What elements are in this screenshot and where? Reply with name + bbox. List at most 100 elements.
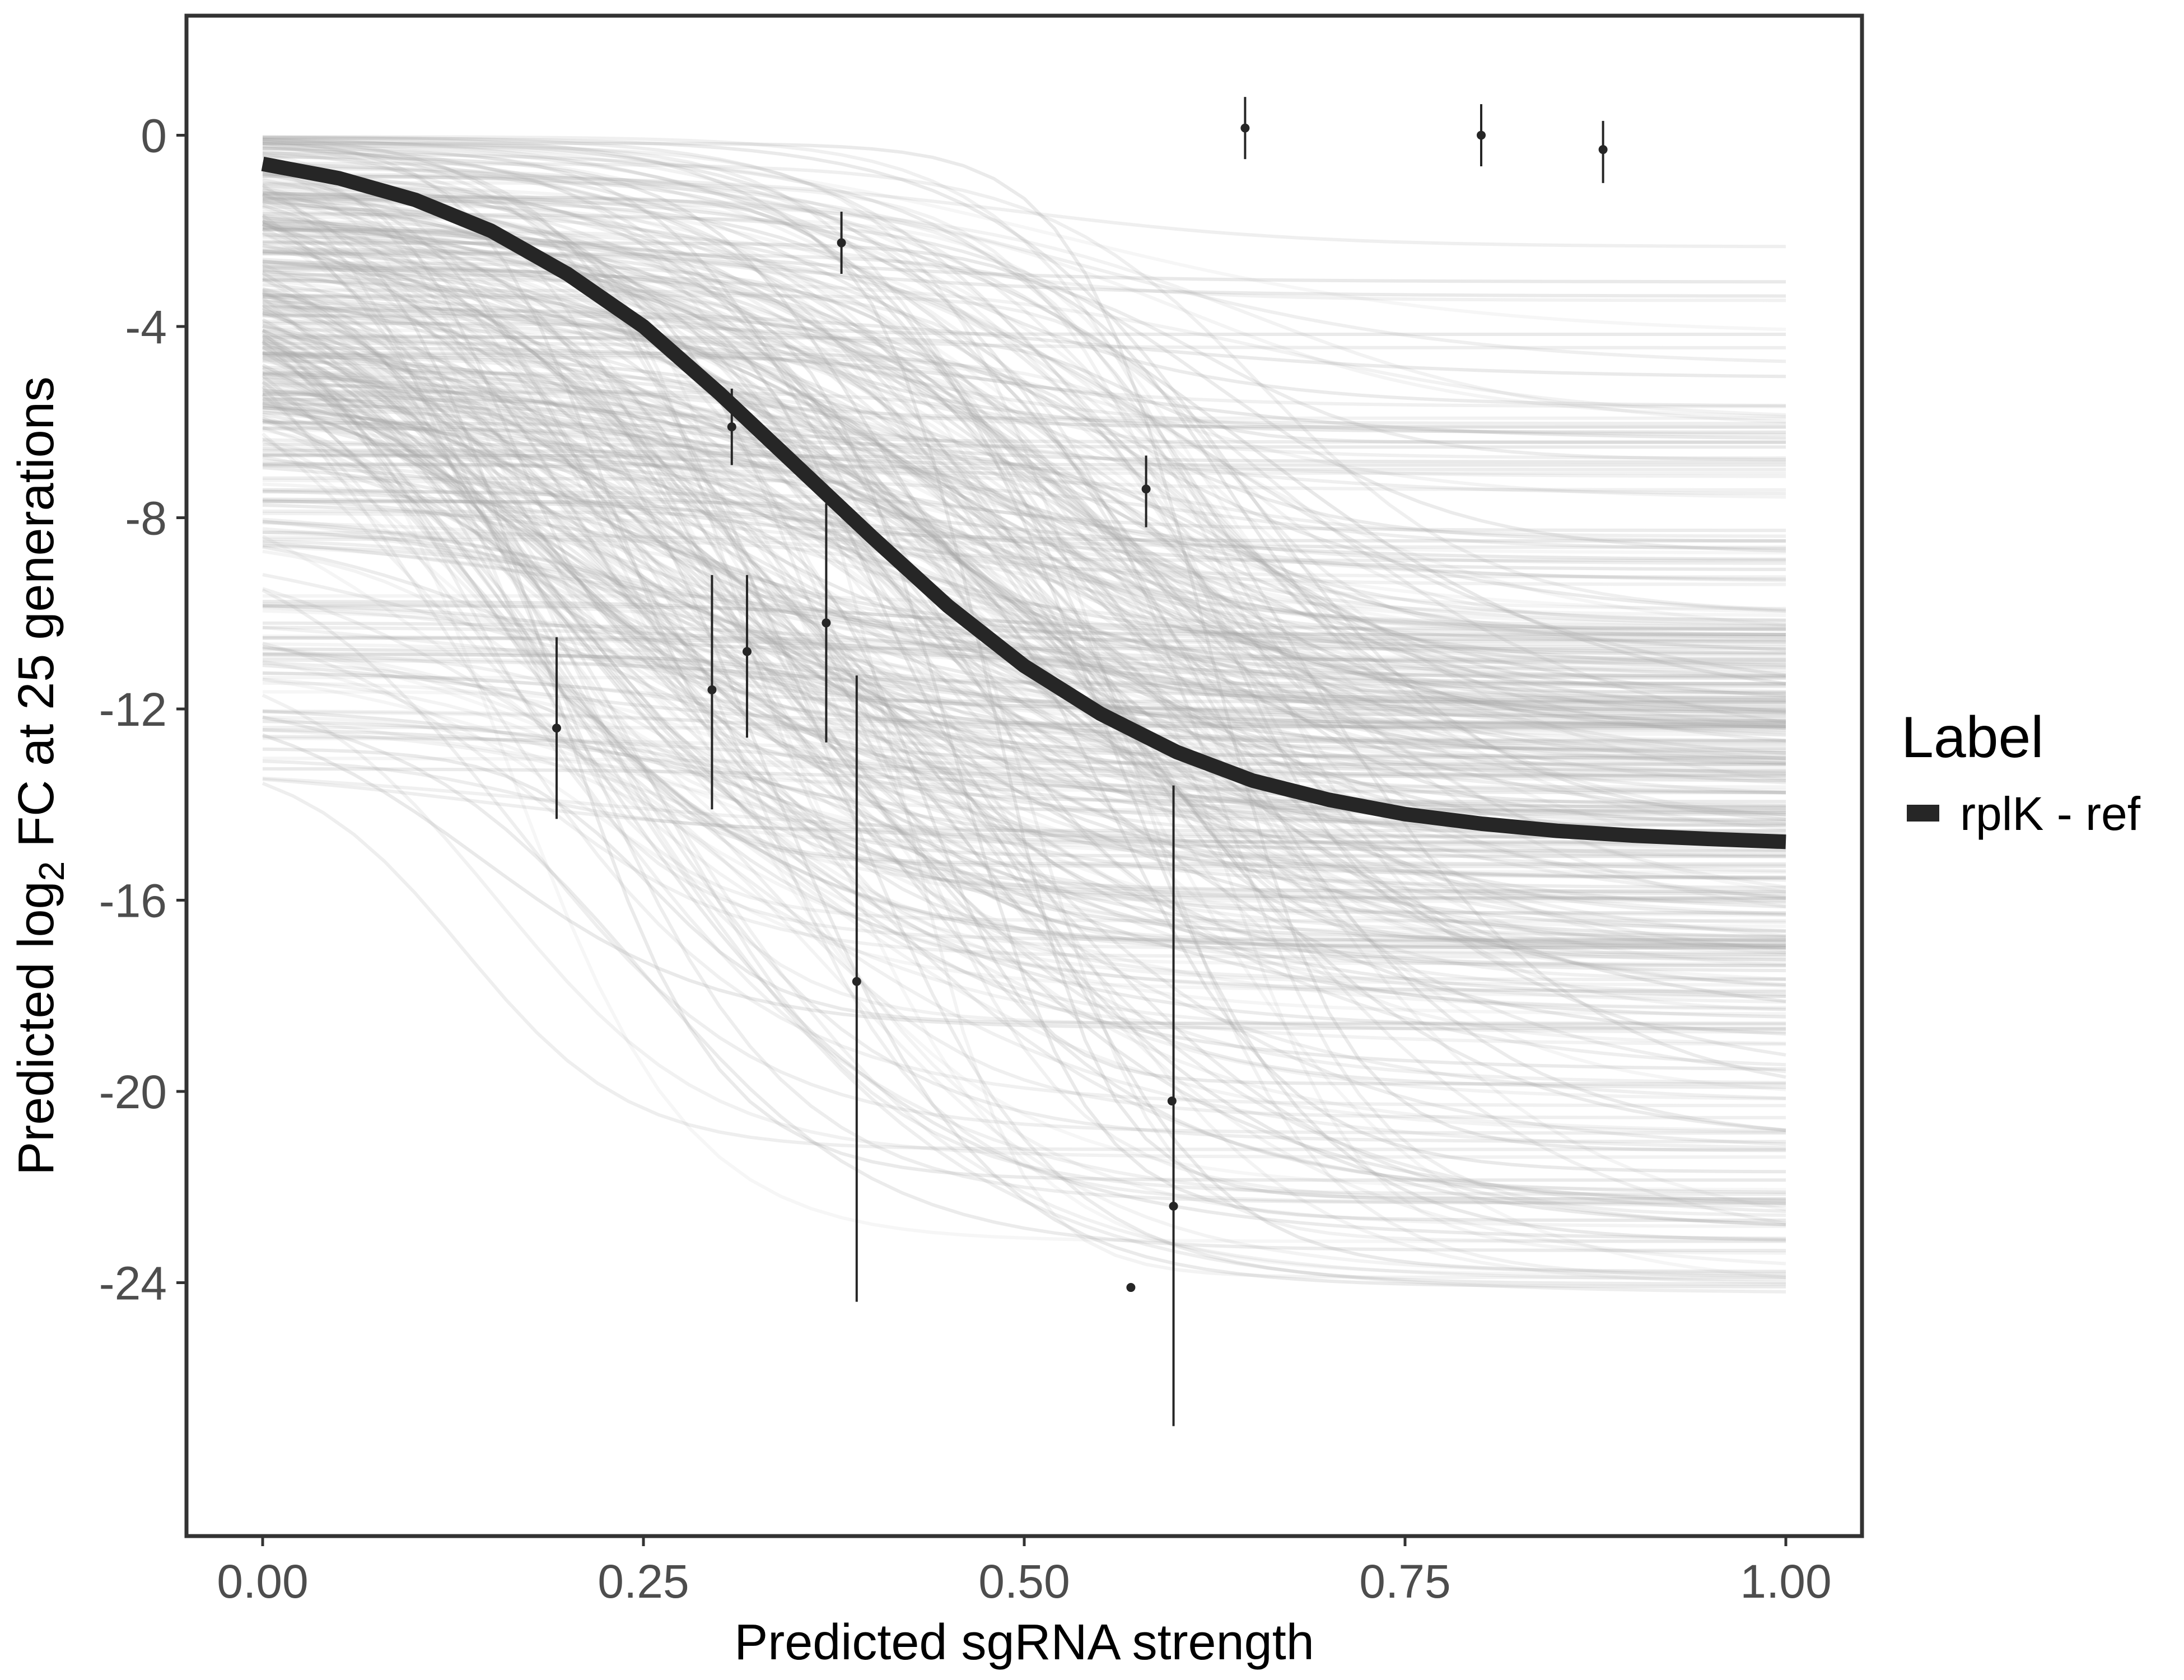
x-tick-label: 0.75 [1359, 1555, 1451, 1608]
posterior-draw-line [263, 288, 1786, 1217]
posterior-draw-line [262, 155, 1786, 792]
posterior-draw-line [262, 671, 1786, 1067]
posterior-draw-line [262, 222, 1786, 746]
posterior-draw-line [262, 400, 1786, 981]
posterior-draw-line [262, 135, 1786, 636]
posterior-draw-line [262, 270, 1786, 1286]
posterior-draw-line [262, 151, 1786, 815]
posterior-draw-line [262, 289, 1786, 670]
posterior-draw-line [262, 219, 1786, 767]
posterior-draw-line [262, 517, 1786, 646]
posterior-draw-line [262, 520, 1786, 934]
posterior-draw-line [262, 136, 1786, 822]
posterior-draw-line [263, 636, 1786, 711]
posterior-draw-line [262, 177, 1786, 1280]
posterior-draw-line [262, 388, 1786, 1196]
legend-key-rplk-ref [1907, 805, 1939, 822]
posterior-draw-line [262, 337, 1786, 905]
posterior-draw-line [262, 349, 1786, 420]
posterior-draw-line [262, 340, 1786, 782]
posterior-draw-line [262, 406, 1786, 644]
posterior-draw-line [262, 366, 1786, 1281]
posterior-draw-line [262, 292, 1786, 648]
posterior-draw-line [262, 294, 1786, 781]
posterior-draw-line [262, 227, 1786, 686]
posterior-draw-line [262, 453, 1786, 987]
data-point [852, 977, 861, 986]
posterior-draw-line [262, 418, 1786, 1144]
posterior-draw-line [262, 543, 1786, 1227]
posterior-draw-line [263, 181, 1786, 924]
posterior-draw-line [261, 385, 1786, 1108]
posterior-draw-line [262, 587, 1786, 1150]
posterior-draw-line [262, 138, 1786, 908]
posterior-draw-line [262, 549, 1786, 844]
posterior-draw-line [262, 455, 1786, 711]
posterior-draw-line [262, 716, 1786, 1253]
posterior-draw-line [262, 354, 1786, 429]
posterior-draw-line [262, 137, 1786, 336]
posterior-draw-line [262, 147, 1786, 724]
posterior-draw-line [262, 343, 1786, 1100]
posterior-draw-line [263, 268, 1786, 1222]
posterior-draw-line [262, 259, 1786, 816]
posterior-draw-line [262, 302, 1786, 582]
posterior-draw-line [262, 497, 1786, 571]
posterior-draw-line [262, 328, 1786, 850]
posterior-draw-line [262, 410, 1786, 937]
posterior-draw-line [262, 228, 1786, 765]
posterior-draw-line [262, 221, 1786, 729]
posterior-draw-line [262, 328, 1786, 794]
posterior-draw-line [262, 634, 1786, 755]
posterior-draw-line [263, 351, 1786, 962]
posterior-draw-line [262, 298, 1786, 968]
posterior-draw-line [262, 212, 1786, 553]
posterior-draw-line [262, 384, 1786, 679]
posterior-draw-line [262, 377, 1786, 759]
posterior-draw-line [262, 728, 1786, 853]
posterior-draw-line [262, 370, 1786, 554]
posterior-draw-line [262, 184, 1786, 785]
posterior-draw-line [262, 232, 1786, 693]
posterior-draw-line [263, 141, 1786, 1152]
posterior-draw-line [262, 651, 1786, 726]
posterior-draw-line [262, 652, 1786, 1273]
posterior-draw-line [262, 655, 1786, 730]
posterior-draw-line [262, 736, 1786, 824]
posterior-draw-line [262, 296, 1786, 987]
posterior-draw-line [262, 231, 1786, 867]
x-tick-label: 1.00 [1740, 1555, 1832, 1608]
posterior-draw-line [262, 652, 1786, 900]
posterior-draw-line [262, 166, 1786, 725]
posterior-draw-line [262, 503, 1786, 1036]
data-point [552, 724, 561, 733]
posterior-draw-line [262, 193, 1786, 418]
posterior-draw-line [262, 329, 1786, 893]
posterior-draw-line [262, 447, 1786, 900]
posterior-draw-line [262, 227, 1786, 302]
posterior-draw-line [262, 384, 1786, 735]
y-tick-label: -20 [99, 1066, 167, 1118]
posterior-draw-line [262, 626, 1786, 688]
posterior-draw-line [262, 382, 1786, 1285]
posterior-draw-line [262, 351, 1786, 698]
posterior-draw-line [262, 715, 1786, 844]
posterior-draw-line [262, 573, 1786, 713]
data-point [822, 618, 831, 628]
posterior-draw-line [262, 396, 1786, 736]
posterior-draw-line [262, 266, 1786, 760]
posterior-draw-line [263, 464, 1786, 1255]
posterior-draw-line [263, 463, 1786, 538]
posterior-draw-line [262, 432, 1786, 1046]
posterior-draw-line [262, 162, 1786, 943]
posterior-draw-line [262, 324, 1786, 766]
posterior-draw-line [262, 151, 1786, 677]
posterior-draw-line [262, 223, 1786, 721]
posterior-draw-line [262, 259, 1786, 842]
posterior-draw-line [262, 405, 1786, 1226]
posterior-draw-line [262, 162, 1786, 612]
posterior-draw-line [262, 319, 1786, 661]
posterior-draw-line [262, 192, 1786, 1182]
posterior-draw-line [262, 277, 1786, 939]
